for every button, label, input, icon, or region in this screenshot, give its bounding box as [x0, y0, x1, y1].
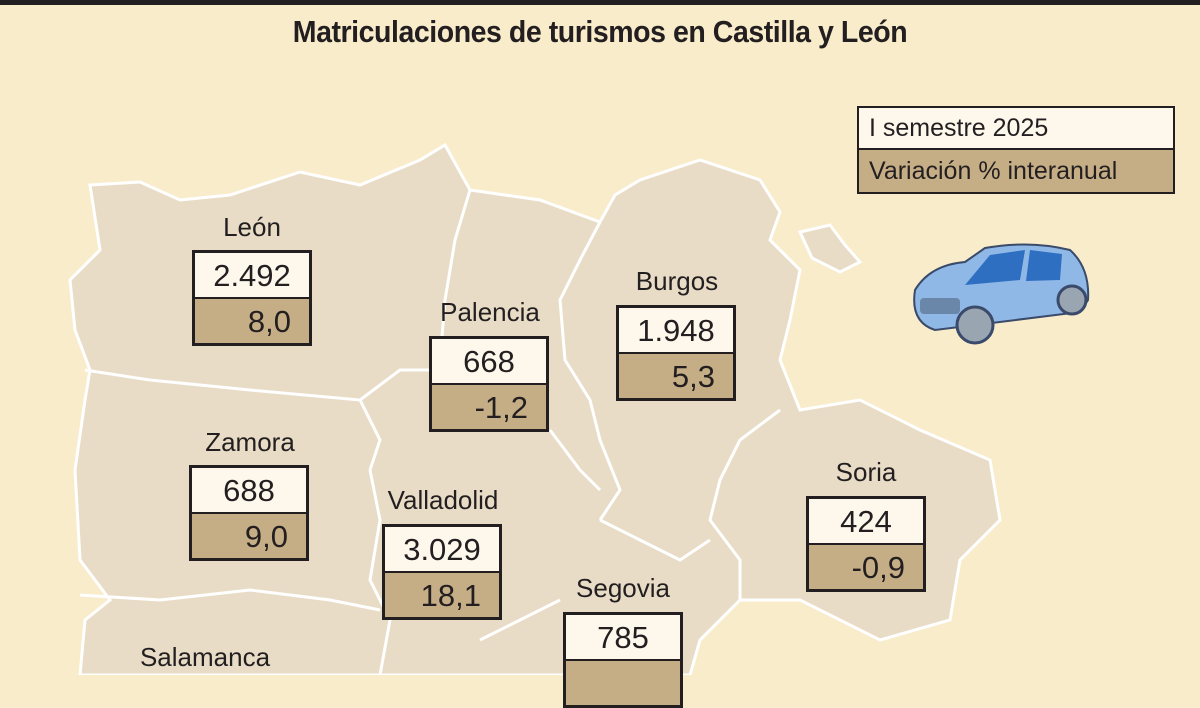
variation: 8,0: [195, 299, 309, 343]
registrations: 688: [192, 468, 306, 514]
province-name: Palencia: [440, 297, 540, 327]
province-box: 785: [563, 612, 683, 708]
registrations: 1.948: [619, 308, 733, 354]
variation: 9,0: [192, 514, 306, 558]
variation: 5,3: [619, 354, 733, 398]
province-box: 424 -0,9: [806, 496, 926, 592]
registrations: 785: [566, 615, 680, 661]
province-name: Zamora: [205, 427, 295, 457]
province-box: 1.948 5,3: [616, 305, 736, 401]
province-name: Salamanca: [139, 642, 271, 672]
variation: -0,9: [809, 545, 923, 589]
registrations: 3.029: [385, 527, 499, 573]
province-name: León: [223, 212, 281, 242]
province-box: 3.029 18,1: [382, 524, 502, 620]
province-name: Soria: [835, 457, 897, 487]
top-bar: [0, 0, 1200, 5]
province-box: 2.492 8,0: [192, 250, 312, 346]
registrations: 2.492: [195, 253, 309, 299]
enclave: [797, 223, 863, 274]
variation: 18,1: [385, 573, 499, 617]
legend: I semestre 2025 Variación % interanual: [857, 106, 1175, 194]
legend-item: I semestre 2025: [859, 108, 1173, 150]
province-borders: [79, 189, 781, 675]
title: Matriculaciones de turismos en Castilla …: [292, 14, 908, 49]
legend-item: Variación % interanual: [859, 150, 1173, 192]
variation-cut: [566, 661, 680, 705]
province-name: Valladolid: [387, 485, 499, 515]
province-box: 668 -1,2: [429, 336, 549, 432]
registrations: 424: [809, 499, 923, 545]
province-box: 688 9,0: [189, 465, 309, 561]
province-name: Segovia: [576, 573, 670, 603]
registrations: 668: [432, 339, 546, 385]
variation: -1,2: [432, 385, 546, 429]
car-icon: [913, 243, 1090, 345]
province-name: Burgos: [635, 266, 719, 296]
